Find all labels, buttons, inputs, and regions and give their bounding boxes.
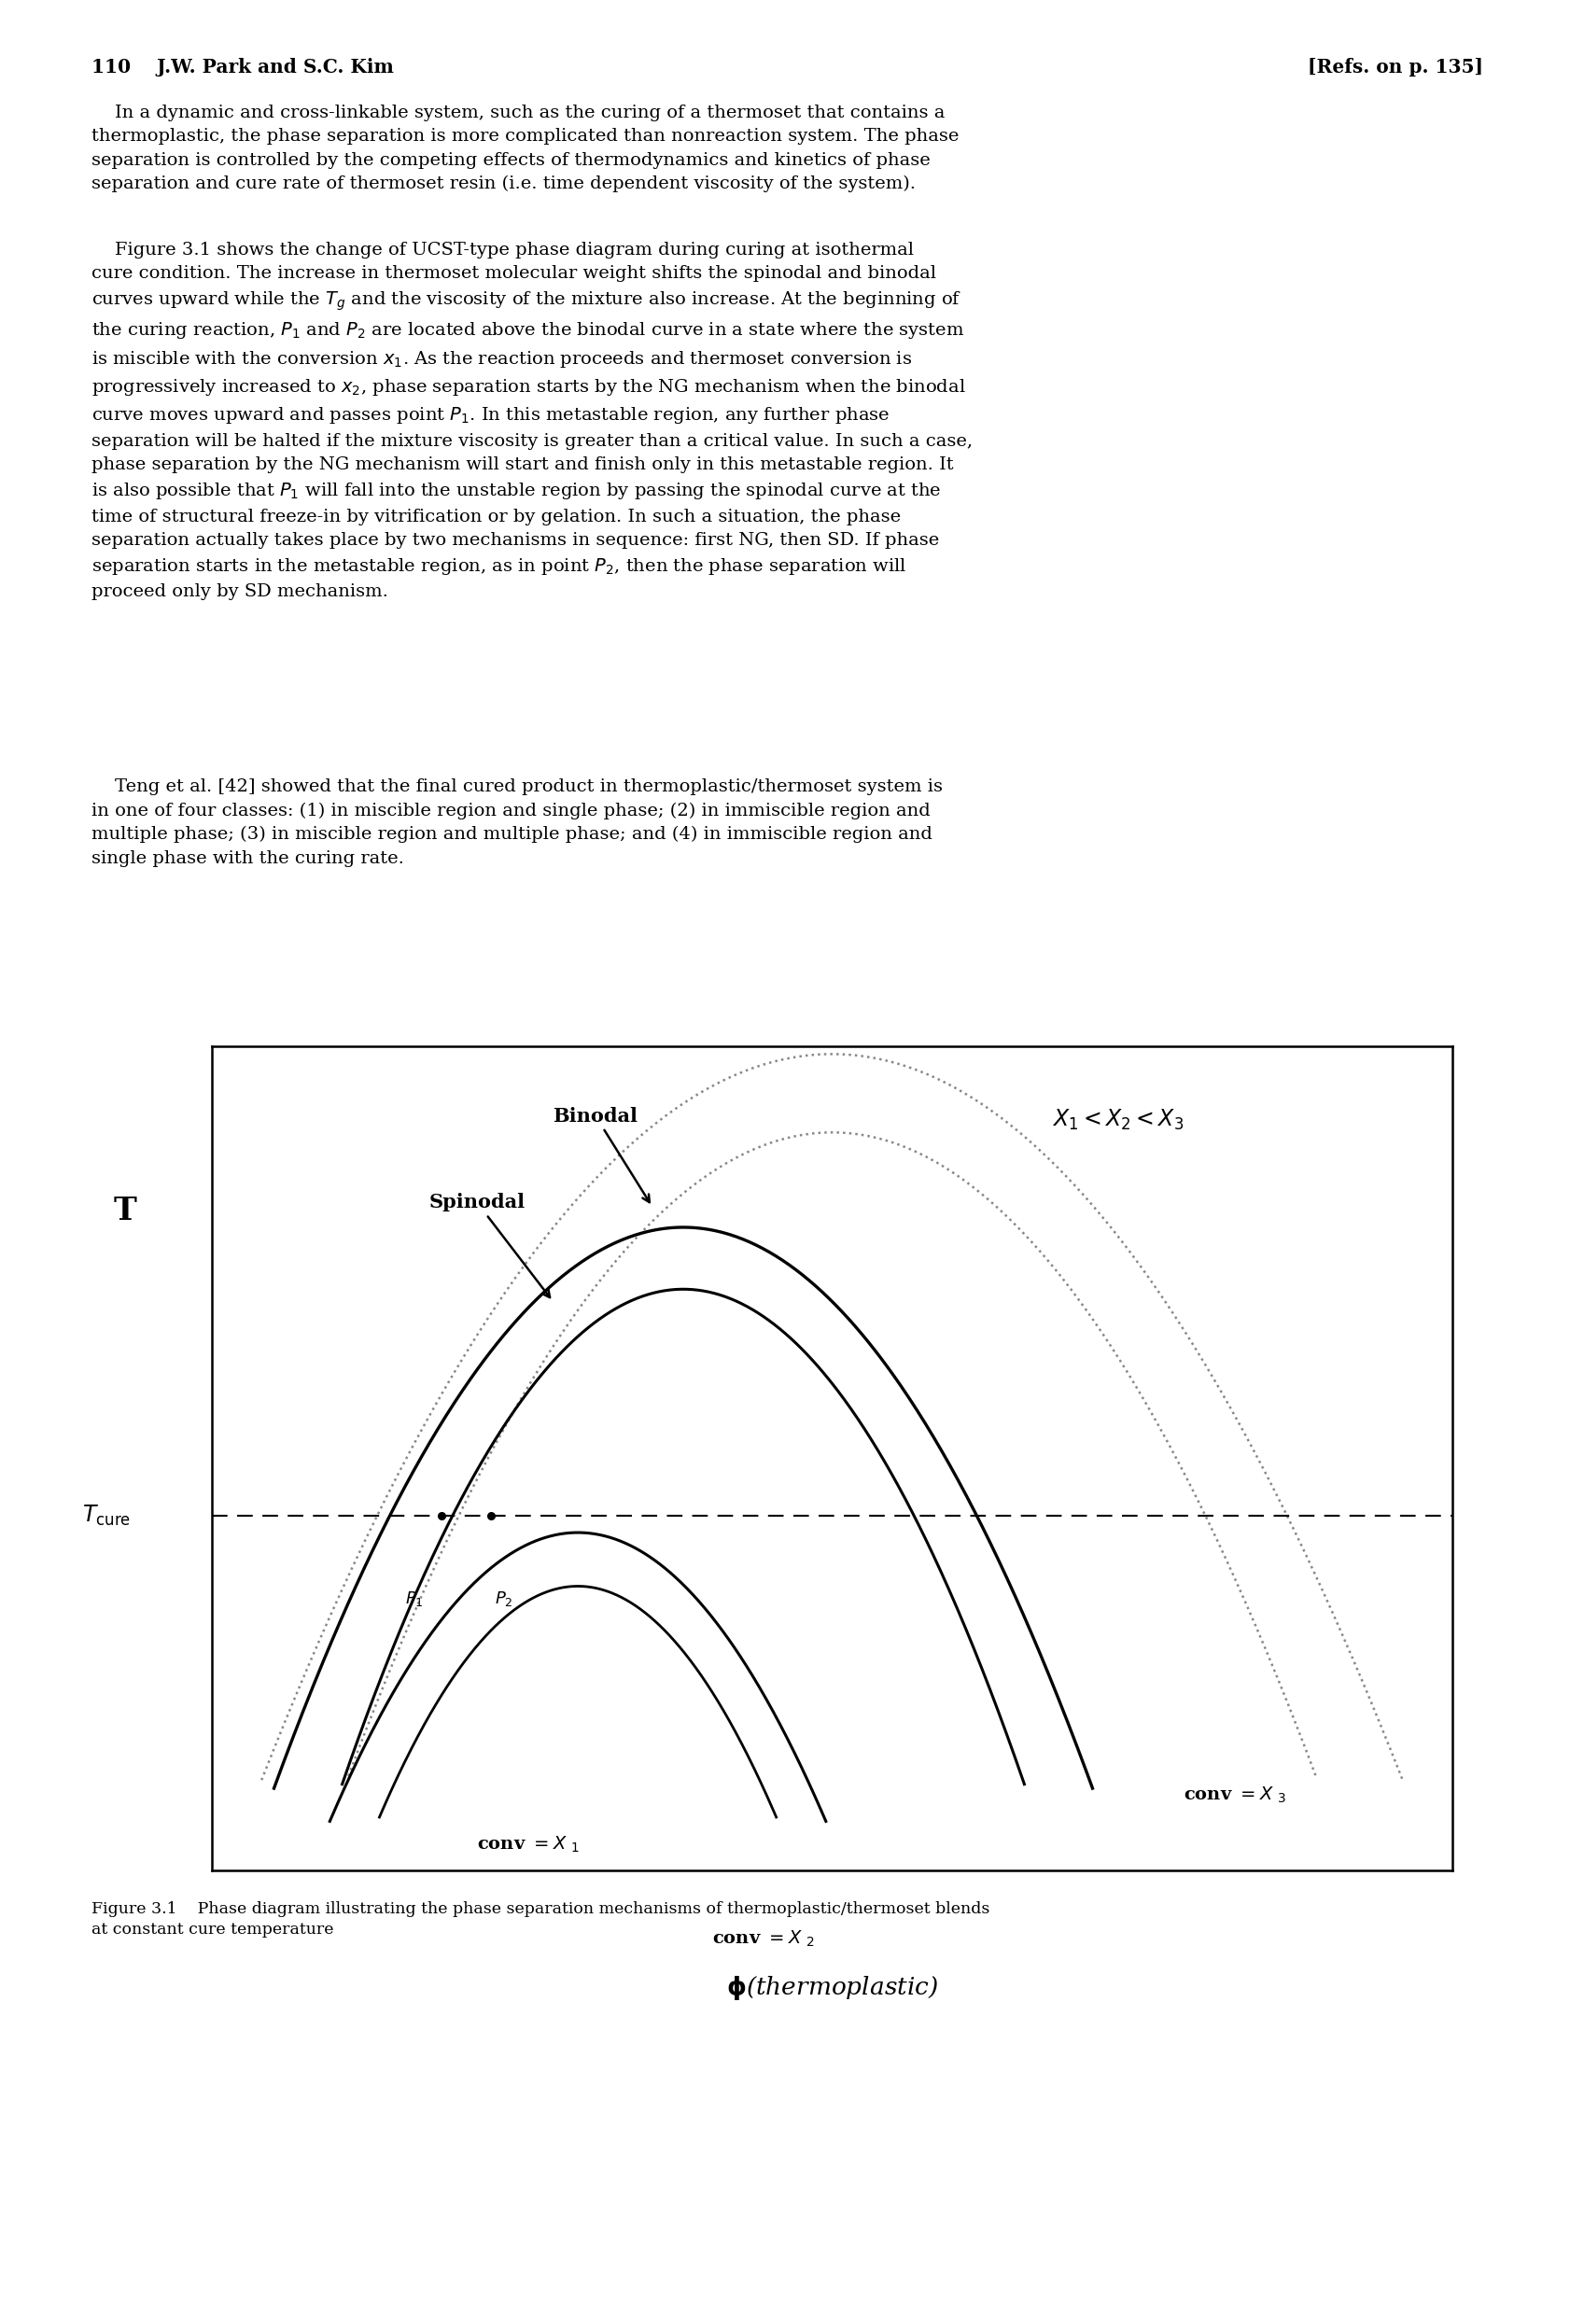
Text: Binodal: Binodal xyxy=(553,1106,650,1202)
Text: $T_{\rm cure}$: $T_{\rm cure}$ xyxy=(82,1504,130,1529)
Text: [Refs. on p. 135]: [Refs. on p. 135] xyxy=(1308,58,1484,77)
Text: In a dynamic and cross-linkable system, such as the curing of a thermoset that c: In a dynamic and cross-linkable system, … xyxy=(91,105,959,193)
Text: 110    J.W. Park and S.C. Kim: 110 J.W. Park and S.C. Kim xyxy=(91,58,394,77)
Text: Figure 3.1    Phase diagram illustrating the phase separation mechanisms of ther: Figure 3.1 Phase diagram illustrating th… xyxy=(91,1901,989,1938)
Text: $\mathbf{\phi}$(thermoplastic): $\mathbf{\phi}$(thermoplastic) xyxy=(725,1973,939,2001)
Text: $P_2$: $P_2$ xyxy=(495,1590,512,1608)
Text: Spinodal: Spinodal xyxy=(429,1192,550,1297)
Text: Figure 3.1 shows the change of UCST-type phase diagram during curing at isotherm: Figure 3.1 shows the change of UCST-type… xyxy=(91,242,972,600)
Text: conv $= X\ _1$: conv $= X\ _1$ xyxy=(477,1834,579,1855)
Text: conv $= X\ _3$: conv $= X\ _3$ xyxy=(1184,1785,1287,1806)
Text: $X_1 < X_2 < X_3$: $X_1 < X_2 < X_3$ xyxy=(1052,1109,1184,1132)
Text: Teng et al. [42] showed that the final cured product in thermoplastic/thermoset : Teng et al. [42] showed that the final c… xyxy=(91,779,942,867)
Text: $P_1$: $P_1$ xyxy=(405,1590,424,1608)
Text: conv $= X\ _2$: conv $= X\ _2$ xyxy=(713,1929,815,1948)
Text: T: T xyxy=(113,1195,137,1227)
